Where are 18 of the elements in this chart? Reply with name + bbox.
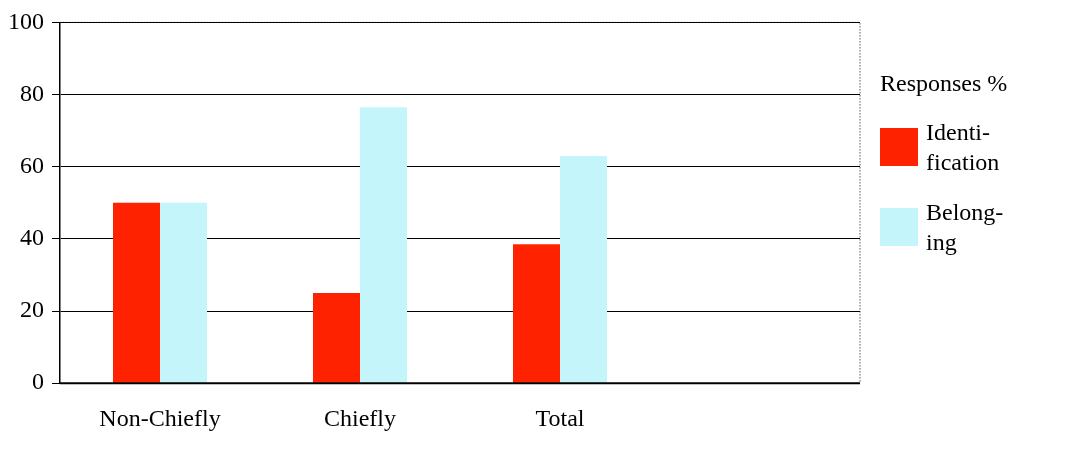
legend-label: Belong-ing — [926, 198, 1005, 257]
bar — [513, 244, 560, 383]
bar — [360, 107, 407, 383]
y-tick-label: 80 — [20, 79, 44, 106]
y-tick-label: 40 — [20, 224, 44, 251]
x-tick-label: Non-Chiefly — [99, 404, 221, 431]
bar — [560, 155, 607, 383]
y-tick-label: 60 — [20, 152, 44, 179]
legend-label: Identi-fication — [926, 118, 1001, 177]
y-tick-label: 0 — [32, 368, 44, 395]
y-tick-label: 20 — [20, 296, 44, 323]
y-tick-label: 100 — [8, 7, 44, 34]
legend-title: Responses % — [880, 70, 1009, 97]
bar — [160, 202, 207, 383]
bar — [313, 293, 360, 383]
x-tick-label: Total — [535, 404, 585, 431]
x-tick-label: Chiefly — [324, 404, 396, 431]
bar — [113, 202, 160, 383]
